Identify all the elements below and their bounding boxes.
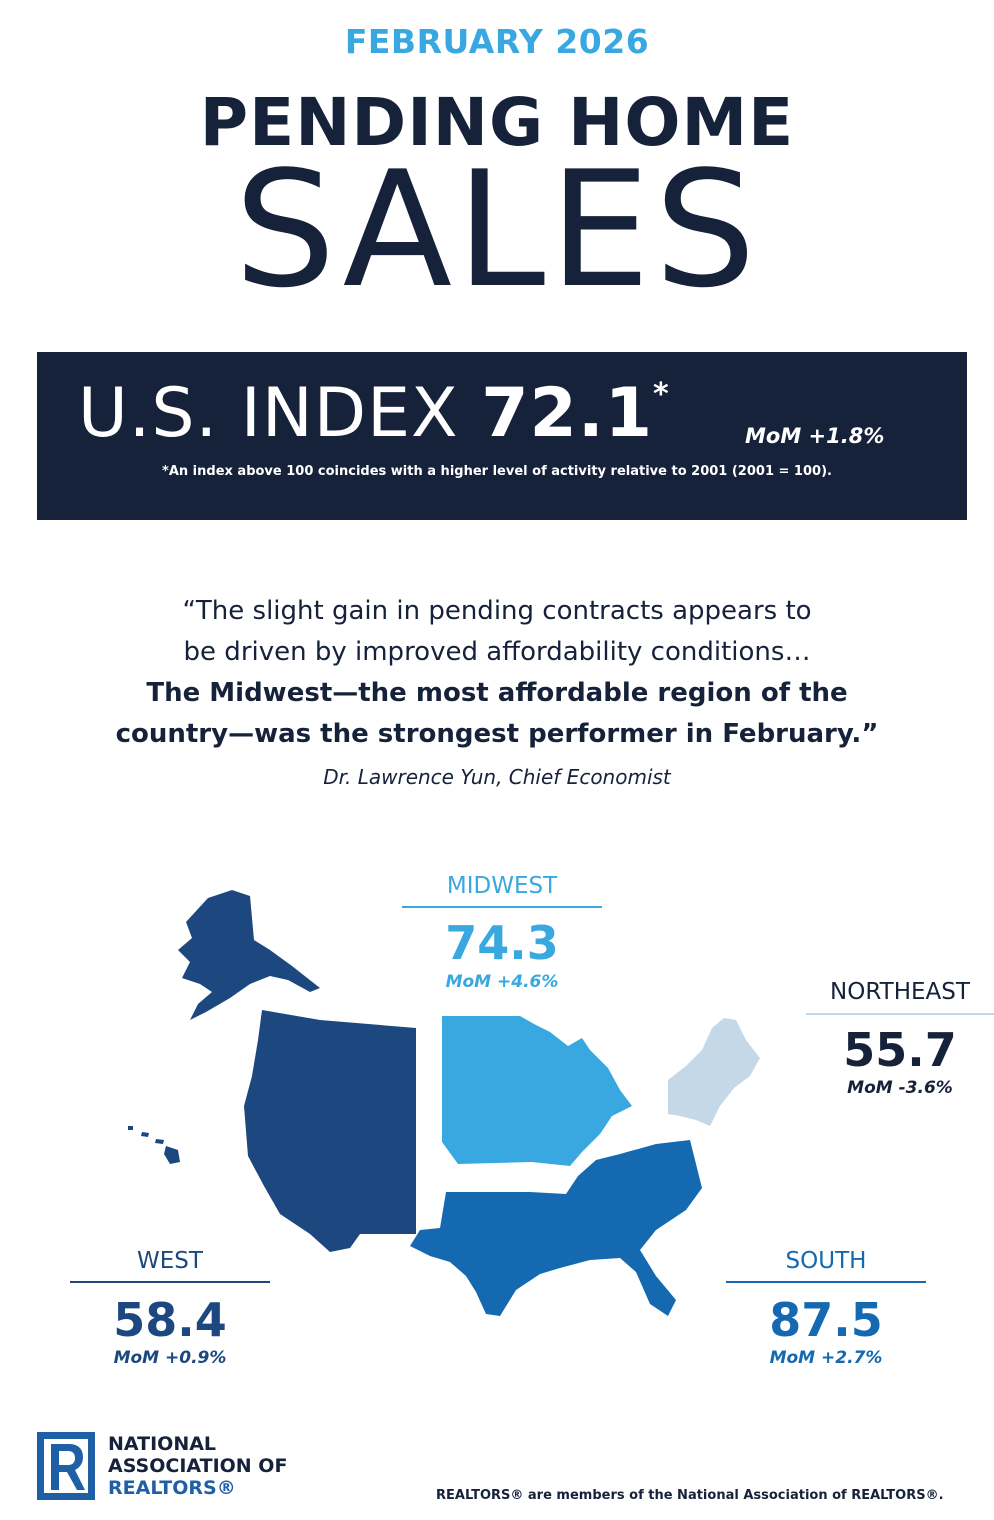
quote-line-4: country—was the strongest performer in F… [115, 719, 879, 749]
alaska-shape [178, 890, 320, 1020]
quote-line-3: The Midwest—the most affordable region o… [146, 678, 848, 708]
west-value: 58.4 [113, 1293, 227, 1347]
northeast-divider [806, 1013, 994, 1015]
logo-line-1: NATIONAL [108, 1433, 217, 1455]
midwest-divider [402, 906, 602, 908]
nar-logo-text: NATIONAL ASSOCIATION OF REALTORS® [108, 1433, 287, 1499]
us-index-value: 72.1 [481, 374, 654, 453]
us-index-label: U.S. INDEX [78, 374, 482, 453]
midwest-value: 74.3 [445, 916, 559, 970]
northeast-region-shape [668, 1018, 760, 1126]
south-region-shape [410, 1140, 702, 1316]
title-line-2: SALES [234, 136, 760, 323]
hawaii-shape [128, 1126, 180, 1164]
northeast-value: 55.7 [843, 1023, 957, 1077]
midwest-label: MIDWEST [446, 873, 558, 899]
logo-line-3: REALTORS® [108, 1477, 236, 1499]
footer-disclaimer: REALTORS® are members of the National As… [436, 1488, 944, 1503]
west-divider [70, 1281, 270, 1283]
us-index-footnote: *An index above 100 coincides with a hig… [162, 464, 832, 479]
us-regions-map [128, 890, 760, 1316]
northeast-label: NORTHEAST [830, 979, 970, 1005]
quote-attribution: Dr. Lawrence Yun, Chief Economist [323, 765, 671, 789]
quote-line-2: be driven by improved affordability cond… [183, 637, 811, 667]
quote-line-1: “The slight gain in pending contracts ap… [182, 596, 812, 626]
report-month: FEBRUARY 2026 [344, 22, 650, 61]
us-index-banner [37, 352, 967, 520]
south-mom: MoM +2.7% [769, 1348, 883, 1368]
west-mom: MoM +0.9% [113, 1348, 227, 1368]
logo-line-2: ASSOCIATION OF [108, 1455, 288, 1477]
us-index-asterisk: * [653, 377, 670, 412]
us-index-mom: MoM +1.8% [745, 424, 885, 448]
south-value: 87.5 [769, 1293, 883, 1347]
midwest-region-shape [442, 1016, 632, 1166]
south-label: SOUTH [785, 1248, 867, 1274]
west-label: WEST [137, 1248, 203, 1274]
us-index-heading: U.S. INDEX 72.1* [78, 380, 670, 448]
realtor-r-logo-icon [37, 1432, 95, 1500]
south-divider [726, 1281, 926, 1283]
northeast-mom: MoM -3.6% [847, 1078, 953, 1098]
midwest-mom: MoM +4.6% [445, 972, 559, 992]
west-region-shape [244, 1010, 416, 1252]
title-line-1: PENDING HOME [199, 84, 795, 161]
